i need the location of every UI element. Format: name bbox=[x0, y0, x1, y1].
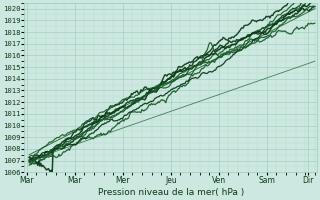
X-axis label: Pression niveau de la mer( hPa ): Pression niveau de la mer( hPa ) bbox=[98, 188, 244, 197]
